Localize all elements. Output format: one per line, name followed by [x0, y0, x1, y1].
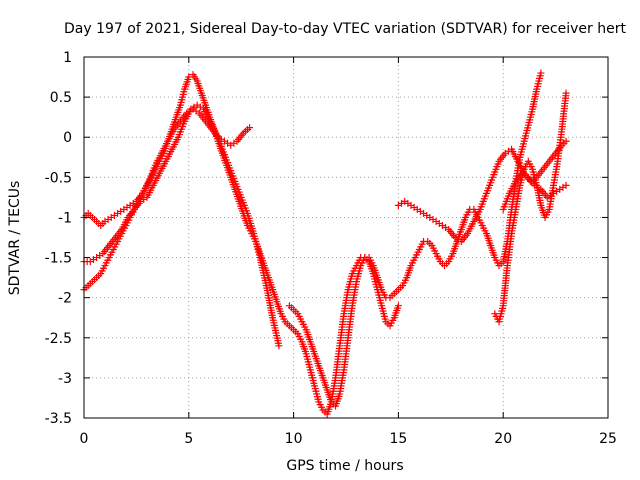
plot-frame — [83, 56, 609, 419]
x-tick-label: 25 — [599, 431, 617, 447]
series-track-5 — [394, 137, 570, 246]
data-point — [394, 302, 402, 310]
chart-title: Day 197 of 2021, Sidereal Day-to-day VTE… — [64, 21, 626, 37]
y-tick-label: 0.5 — [50, 90, 72, 106]
data-point — [562, 89, 570, 97]
series-track-2 — [80, 101, 283, 350]
x-tick-label: 10 — [285, 431, 303, 447]
data-point — [562, 181, 570, 189]
x-tick-label: 0 — [80, 431, 89, 447]
y-tick-label: -2.5 — [45, 331, 72, 347]
series-track-3 — [80, 105, 254, 229]
y-tick-label: -3 — [58, 371, 72, 387]
y-axis-label: SDTVAR / TECUs — [7, 181, 23, 296]
y-tick-label: 0 — [63, 130, 72, 146]
x-tick-label: 15 — [389, 431, 407, 447]
series-track-7 — [499, 169, 570, 213]
ticks-layer: 0 5 10 15 20 25 -3.5 -3 -2.5 -2 -1.5 -1 -0.5 0 0.5 1 — [45, 50, 617, 447]
data-point — [246, 124, 254, 132]
y-tick-label: -1.5 — [45, 251, 72, 267]
data-point — [537, 69, 545, 77]
series-track-6 — [491, 89, 570, 326]
data-point — [275, 342, 283, 350]
y-tick-label: -3.5 — [45, 411, 72, 427]
x-tick-label: 5 — [184, 431, 193, 447]
data-point — [562, 137, 570, 145]
y-tick-label: -0.5 — [45, 170, 72, 186]
series-track-4 — [285, 69, 545, 410]
x-axis-label: GPS time / hours — [286, 458, 403, 474]
y-tick-label: 1 — [63, 50, 72, 66]
data-points-layer — [80, 69, 570, 418]
y-tick-label: -2 — [58, 291, 72, 307]
x-tick-label: 20 — [494, 431, 512, 447]
y-tick-label: -1 — [58, 210, 72, 226]
